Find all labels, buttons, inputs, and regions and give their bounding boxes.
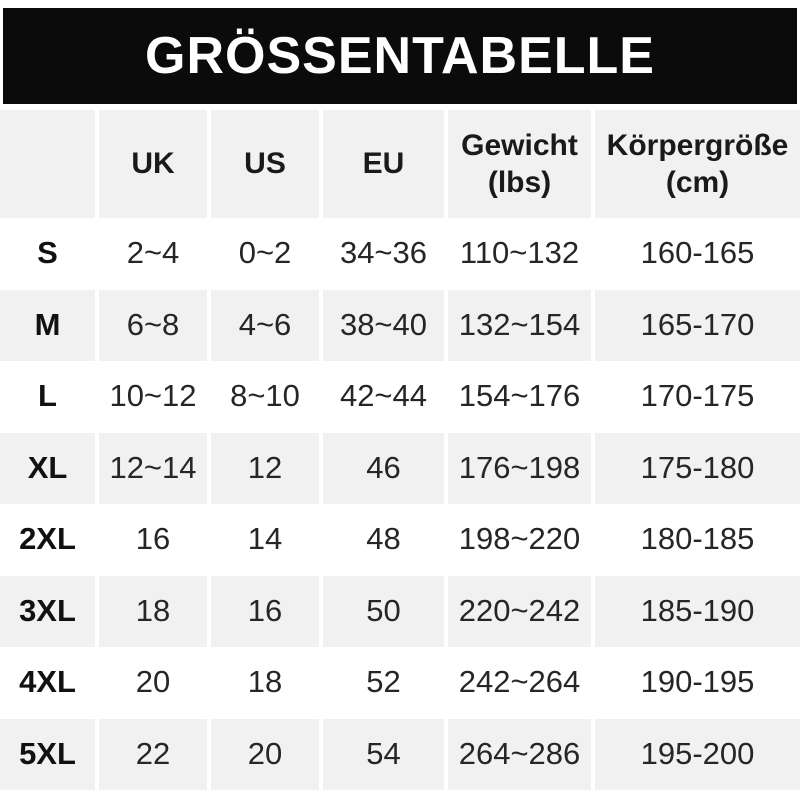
eu-cell: 42~44 — [323, 361, 444, 433]
table-row-m: M 6~8 4~6 38~40 132~154 165-170 — [0, 289, 800, 361]
header-label-line1: Körpergröße — [606, 128, 789, 162]
height-cell: 175-180 — [595, 432, 800, 504]
header-cell-size — [0, 110, 95, 218]
table-row-4xl: 4XL 20 18 52 242~264 190-195 — [0, 647, 800, 719]
weight-cell: 176~198 — [448, 432, 591, 504]
weight-cell: 154~176 — [448, 361, 591, 433]
uk-cell: 10~12 — [99, 361, 207, 433]
page-title: GRÖSSENTABELLE — [145, 27, 655, 85]
size-cell: XL — [0, 432, 95, 504]
height-cell: 170-175 — [595, 361, 800, 433]
header-label-line1: Gewicht — [461, 128, 578, 162]
title-banner: GRÖSSENTABELLE — [3, 8, 797, 104]
us-cell: 0~2 — [211, 218, 319, 290]
size-cell: 5XL — [0, 718, 95, 790]
uk-cell: 20 — [99, 647, 207, 719]
size-cell: L — [0, 361, 95, 433]
size-cell: 4XL — [0, 647, 95, 719]
height-cell: 180-185 — [595, 504, 800, 576]
size-table: UK US EU Gewicht (lbs) Körpergröße (cm) … — [0, 110, 800, 790]
header-cell-uk: UK — [99, 110, 207, 218]
table-row-l: L 10~12 8~10 42~44 154~176 170-175 — [0, 361, 800, 433]
height-cell: 190-195 — [595, 647, 800, 719]
us-cell: 16 — [211, 575, 319, 647]
table-row-5xl: 5XL 22 20 54 264~286 195-200 — [0, 718, 800, 790]
table-row-2xl: 2XL 16 14 48 198~220 180-185 — [0, 504, 800, 576]
table-header-row: UK US EU Gewicht (lbs) Körpergröße (cm) — [0, 110, 800, 218]
weight-cell: 264~286 — [448, 718, 591, 790]
us-cell: 20 — [211, 718, 319, 790]
size-cell: M — [0, 289, 95, 361]
header-cell-eu: EU — [323, 110, 444, 218]
weight-cell: 220~242 — [448, 575, 591, 647]
height-cell: 185-190 — [595, 575, 800, 647]
eu-cell: 50 — [323, 575, 444, 647]
header-label: EU — [362, 147, 405, 181]
header-cell-height: Körpergröße (cm) — [595, 110, 800, 218]
us-cell: 18 — [211, 647, 319, 719]
eu-cell: 38~40 — [323, 289, 444, 361]
size-cell: 2XL — [0, 504, 95, 576]
table-row-3xl: 3XL 18 16 50 220~242 185-190 — [0, 575, 800, 647]
eu-cell: 34~36 — [323, 218, 444, 290]
header-label-line2: (cm) — [665, 166, 730, 199]
uk-cell: 6~8 — [99, 289, 207, 361]
eu-cell: 46 — [323, 432, 444, 504]
weight-cell: 242~264 — [448, 647, 591, 719]
weight-cell: 198~220 — [448, 504, 591, 576]
eu-cell: 48 — [323, 504, 444, 576]
header-cell-us: US — [211, 110, 319, 218]
table-row-xl: XL 12~14 12 46 176~198 175-180 — [0, 432, 800, 504]
height-cell: 160-165 — [595, 218, 800, 290]
uk-cell: 22 — [99, 718, 207, 790]
size-cell: 3XL — [0, 575, 95, 647]
header-label: UK — [131, 147, 175, 181]
weight-cell: 132~154 — [448, 289, 591, 361]
us-cell: 12 — [211, 432, 319, 504]
size-cell: S — [0, 218, 95, 290]
height-cell: 195-200 — [595, 718, 800, 790]
weight-cell: 110~132 — [448, 218, 591, 290]
us-cell: 8~10 — [211, 361, 319, 433]
header-label: US — [244, 147, 286, 181]
uk-cell: 16 — [99, 504, 207, 576]
header-label-line2: (lbs) — [487, 166, 552, 199]
uk-cell: 2~4 — [99, 218, 207, 290]
header-cell-weight: Gewicht (lbs) — [448, 110, 591, 218]
uk-cell: 18 — [99, 575, 207, 647]
us-cell: 4~6 — [211, 289, 319, 361]
eu-cell: 54 — [323, 718, 444, 790]
table-row-s: S 2~4 0~2 34~36 110~132 160-165 — [0, 218, 800, 290]
us-cell: 14 — [211, 504, 319, 576]
eu-cell: 52 — [323, 647, 444, 719]
height-cell: 165-170 — [595, 289, 800, 361]
uk-cell: 12~14 — [99, 432, 207, 504]
